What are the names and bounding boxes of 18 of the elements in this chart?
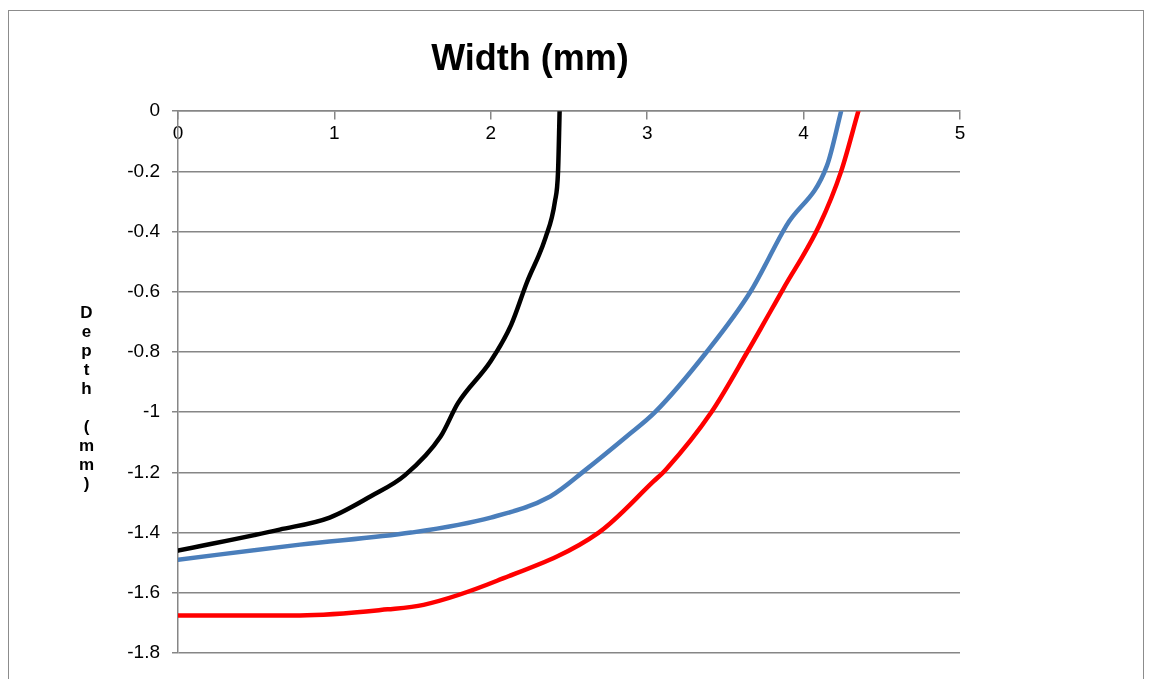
y-tick-label: -1.6 [127,581,160,603]
y-tick-label: -1 [143,400,160,422]
y-tick-label: 0 [149,99,160,121]
y-axis-title: Depth (mm) [76,302,97,495]
x-tick-label: 1 [329,121,340,143]
y-tick-label: -0.2 [127,159,160,181]
chart-title: Width (mm) [431,36,629,78]
y-tick-label: -1.8 [127,641,160,663]
x-tick-label: 2 [485,121,497,143]
y-tick-label: -1.4 [127,520,161,542]
x-tick-label: 0 [172,121,184,143]
x-tick-label: 4 [798,121,810,143]
x-tick-label: 3 [641,121,653,143]
y-tick-label: -1.2 [127,460,160,482]
y-tick-label: -0.8 [127,340,160,362]
y-tick-label: -0.6 [127,280,160,302]
x-tick-label: 5 [954,121,966,143]
y-tick-label: -0.4 [127,219,161,241]
